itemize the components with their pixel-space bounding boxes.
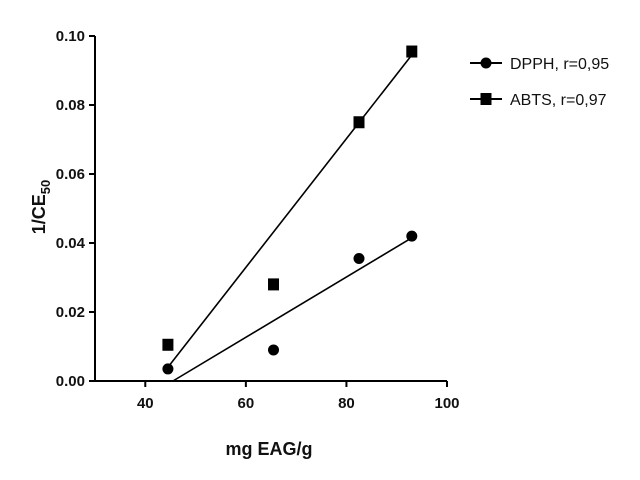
dpph-point	[406, 230, 418, 242]
abts-point	[162, 338, 174, 351]
y-axis-title-subscript: 50	[38, 180, 53, 194]
abts-fit-line	[167, 54, 413, 368]
y-axis-title-main: 1/CE	[29, 194, 49, 234]
axes	[94, 36, 447, 382]
x-tick-label: 80	[338, 395, 355, 412]
abts-point	[268, 278, 280, 291]
data-points	[162, 45, 418, 375]
abts-point	[353, 116, 365, 129]
abts-point	[406, 45, 418, 58]
y-tick-label: 0.08	[56, 97, 85, 114]
legend-marker-abts	[480, 93, 492, 105]
y-tick-label: 0.10	[56, 28, 85, 45]
legend-label-dpph: DPPH, r=0,95	[510, 56, 609, 73]
y-axis-title: 1/CE50	[29, 180, 53, 235]
x-tick-label: 100	[434, 395, 459, 412]
y-tick-label: 0.06	[56, 166, 85, 183]
legend: DPPH, r=0,95 ABTS, r=0,97	[470, 56, 609, 109]
x-axis-title: mg EAG/g	[225, 439, 312, 459]
dpph-point	[268, 344, 280, 356]
dpph-point	[162, 363, 174, 375]
y-tick-label: 0.02	[56, 304, 85, 321]
x-tick-label: 40	[137, 395, 154, 412]
legend-label-abts: ABTS, r=0,97	[510, 92, 607, 109]
legend-marker-dpph	[480, 57, 492, 69]
x-tick-label: 60	[238, 395, 255, 412]
y-tick-label: 0.00	[56, 373, 85, 390]
y-tick-label: 0.04	[56, 235, 86, 252]
ticks: 0.00 0.02 0.04 0.06 0.08 0.10 40 60 80 100	[56, 28, 460, 412]
dpph-point	[353, 253, 365, 265]
fit-lines	[167, 54, 413, 382]
dpph-fit-line	[172, 237, 413, 382]
